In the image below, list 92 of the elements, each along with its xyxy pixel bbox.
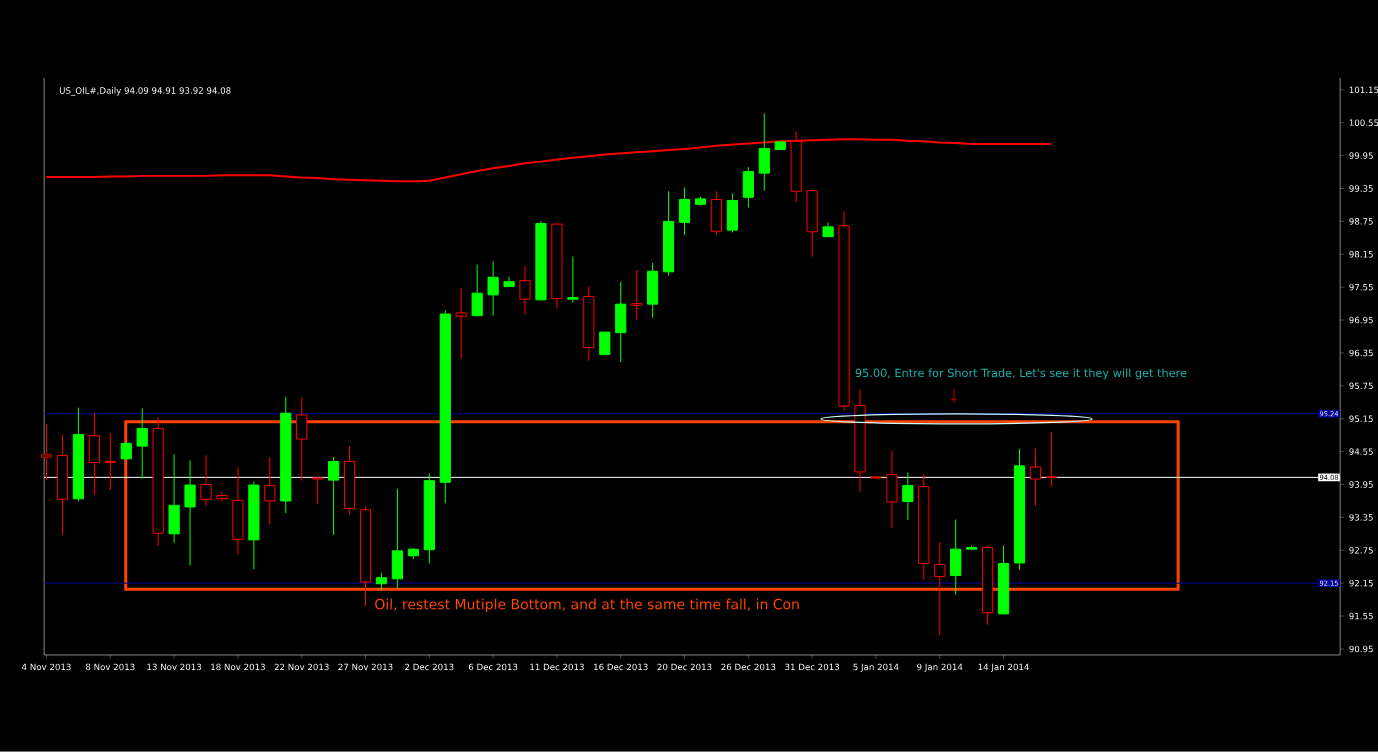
candlestick [391,488,404,589]
y-tick-label: 91.55 [1349,612,1373,620]
candlestick [232,467,244,556]
candlestick [152,417,164,547]
candlestick [423,473,435,565]
candlestick [567,256,579,304]
x-tick-label: 27 Nov 2013 [338,663,393,671]
candlestick [312,477,324,505]
y-tick-label: 95.75 [1349,382,1373,390]
y-tick-label: 93.35 [1349,514,1373,521]
candlestick [1045,431,1058,487]
candlestick [359,506,372,607]
y-tick-label: 100.55 [1349,119,1378,127]
candlestick [503,276,515,288]
candlestick [343,445,356,516]
candlestick [200,455,212,507]
annotation: 95.00, Entre for Short Trade, Let's see it they will get there [855,368,1187,380]
candlestick [168,454,180,544]
candlestick [296,397,308,482]
y-tick-label: 96.95 [1349,316,1373,324]
x-tick-label: 31 Dec 2013 [785,663,840,671]
candlestick [72,407,84,503]
x-tick-label: 22 Nov 2013 [274,663,329,671]
candlestick [407,548,419,560]
candlestick [216,491,228,503]
candlestick [806,188,818,258]
x-tick-label: 5 Jan 2014 [853,663,899,672]
candlestick [662,190,675,277]
candlestick [439,309,451,504]
candlestick [471,264,483,317]
candlestick [902,472,914,521]
candlestick [918,473,930,581]
x-tick-label: 18 Nov 2013 [211,663,265,671]
candlestick [950,519,962,596]
y-tick-label: 98.75 [1349,218,1373,225]
x-tick-label: 9 Jan 2014 [917,663,963,672]
y-tick-label: 92.75 [1349,547,1373,554]
candlestick [822,222,834,238]
candlestick [678,187,691,236]
candlestick [535,221,547,301]
x-tick-label: 14 Jan 2014 [978,663,1029,672]
candlestick [184,460,196,567]
candlestick [710,190,723,236]
y-tick-label: 99.95 [1349,152,1373,160]
candlestick [40,423,53,481]
text: US_OIL#,Daily 94.09 94.91 93.92 94.08 [59,87,231,96]
candlestick [328,456,340,536]
y-tick-label: 95.15 [1349,415,1373,423]
y-tick-label: 94.55 [1349,448,1373,456]
candlestick [375,572,388,591]
x-tick-label: 6 Dec 2013 [468,663,518,671]
candlestick [487,261,499,317]
y-tick-label: 99.35 [1349,185,1373,192]
y-tick-label: 92.15 [1349,580,1373,587]
x-tick-label: 20 Dec 2013 [657,663,712,671]
candlestick [551,223,563,310]
candlestick [886,450,898,530]
x-tick-label: 4 Nov 2013 [21,663,71,671]
x-tick-label: 8 Nov 2013 [85,663,135,671]
x-tick-label: 2 Dec 2013 [405,663,454,671]
candlestick [1029,448,1042,507]
candlestick [1013,448,1026,571]
x-tick-label: 13 Nov 2013 [147,663,202,671]
candlestick [88,412,100,496]
candlestick [615,281,627,363]
candlestick [647,262,659,319]
candlestick [982,545,994,626]
y-tick-label: 90.95 [1349,645,1373,653]
candlestick [264,456,276,526]
candlestick [104,433,116,491]
candlestick [742,166,754,209]
candlestick [56,434,69,536]
y-tick-label: 101.15 [1349,86,1378,94]
y-tick-label: 96.35 [1349,349,1373,357]
candlestick [136,407,148,480]
candlestick [838,211,850,412]
candlestick [455,287,467,360]
x-tick-label: 26 Dec 2013 [721,663,776,671]
candlestick [934,541,946,636]
candlestick [583,286,595,362]
annotation: Oil, restest Mutiple Bottom, and at the same time fall, in Con [375,598,799,613]
x-tick-label: 11 Dec 2013 [530,663,584,671]
candlestick [758,113,770,192]
candlestick [854,388,866,493]
y-tick-label: 93.95 [1349,481,1373,488]
candlestick [280,396,292,514]
x-tick-label: 16 Dec 2013 [594,663,648,671]
candlestick [248,480,260,571]
candlestick [631,269,643,321]
y-tick-label: 97.55 [1349,284,1373,291]
candlestick [519,265,531,316]
y-tick-label: 98.15 [1349,251,1373,258]
